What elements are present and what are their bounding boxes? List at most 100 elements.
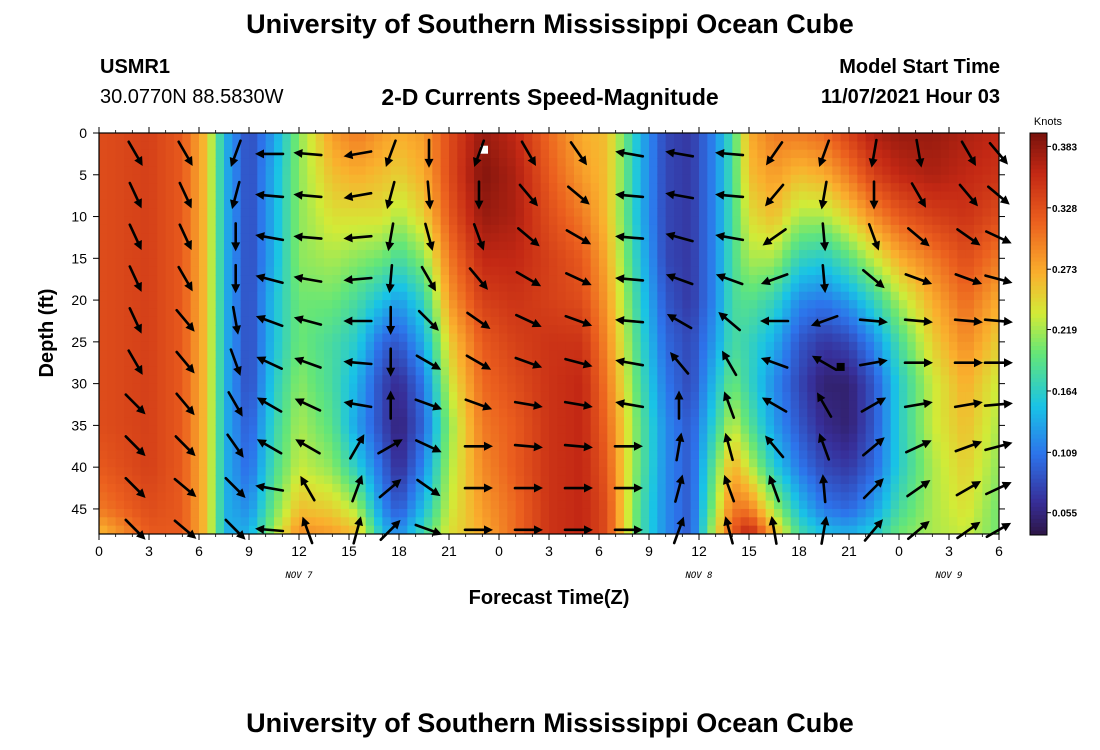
heatmap-cell (274, 174, 283, 184)
heatmap-cell (715, 341, 725, 351)
heatmap-cell (124, 383, 133, 393)
heatmap-cell (640, 133, 650, 142)
heatmap-cell (440, 341, 450, 351)
heatmap-cell (649, 208, 658, 218)
heatmap-cell (115, 383, 125, 393)
heatmap-cell (674, 249, 683, 259)
heatmap-cell (340, 400, 350, 410)
heatmap-cell (315, 492, 325, 502)
heatmap-cell (324, 417, 333, 426)
heatmap-cell (649, 174, 658, 184)
heatmap-cell (374, 475, 383, 485)
heatmap-cell (115, 291, 125, 301)
heatmap-cell (157, 283, 167, 293)
heatmap-cell (482, 450, 492, 460)
heatmap-cell (724, 458, 733, 468)
heatmap-cell (657, 525, 667, 534)
heatmap-cell (332, 199, 342, 209)
heatmap-cell (565, 133, 575, 142)
heatmap-cell (774, 241, 783, 251)
heatmap-cell (540, 316, 550, 326)
heatmap-cell (682, 425, 692, 435)
heatmap-cell (524, 208, 533, 218)
heatmap-cell (290, 341, 300, 351)
heatmap-cell (465, 475, 475, 485)
heatmap-cell (165, 166, 175, 176)
heatmap-cell (482, 133, 492, 142)
heatmap-cell (524, 308, 533, 318)
heatmap-cell (507, 400, 517, 410)
heatmap-cell (382, 383, 392, 393)
heatmap-cell (549, 266, 558, 276)
heatmap-cell (682, 224, 692, 234)
heatmap-cell (740, 191, 750, 201)
heatmap-cell (665, 500, 675, 510)
heatmap-cell (224, 291, 233, 301)
heatmap-cell (824, 433, 833, 443)
heatmap-cell (690, 383, 700, 393)
heatmap-cell (390, 258, 400, 268)
heatmap-cell (249, 391, 258, 401)
heatmap-cell (832, 325, 842, 335)
heatmap-cell (190, 208, 200, 218)
heatmap-cell (449, 325, 458, 335)
heatmap-cell (440, 174, 450, 184)
heatmap-cell (399, 283, 408, 293)
heatmap-cell (799, 350, 808, 360)
heatmap-cell (682, 458, 692, 468)
heatmap-cell (290, 208, 300, 218)
heatmap-cell (399, 224, 408, 234)
heatmap-cell (849, 308, 858, 318)
heatmap-cell (365, 525, 375, 534)
heatmap-cell (390, 166, 400, 176)
heatmap-cell (565, 233, 575, 243)
heatmap-cell (390, 275, 400, 284)
heatmap-cell (140, 291, 150, 301)
heatmap-cell (507, 500, 517, 510)
heatmap-cell (707, 475, 717, 485)
heatmap-cell (115, 467, 125, 477)
heatmap-cell (782, 400, 792, 410)
heatmap-cell (174, 149, 183, 159)
heatmap-cell (899, 158, 908, 168)
heatmap-cell (574, 283, 583, 293)
heatmap-cell (432, 149, 442, 159)
heatmap-cell (332, 458, 342, 468)
heatmap-cell (874, 133, 883, 142)
heatmap-cell (415, 149, 425, 159)
heatmap-cell (890, 517, 900, 527)
heatmap-cell (924, 333, 933, 343)
heatmap-cell (99, 249, 108, 259)
heatmap-cell (882, 283, 892, 293)
heatmap-cell (807, 166, 817, 176)
heatmap-cell (624, 417, 633, 426)
heatmap-cell (815, 383, 825, 393)
heatmap-cell (140, 425, 150, 435)
heatmap-cell (832, 141, 842, 151)
heatmap-cell (832, 233, 842, 243)
heatmap-cell (849, 208, 858, 218)
heatmap-cell (432, 417, 442, 426)
heatmap-cell (307, 375, 317, 385)
heatmap-cell (957, 350, 967, 360)
heatmap-cell (724, 450, 733, 460)
heatmap-cell (149, 141, 158, 151)
heatmap-cell (407, 417, 417, 426)
heatmap-cell (507, 249, 517, 259)
heatmap-cell (707, 350, 717, 360)
heatmap-cell (349, 300, 358, 310)
heatmap-cell (682, 475, 692, 485)
heatmap-cell (299, 358, 308, 368)
heatmap-cell (815, 408, 825, 418)
heatmap-cell (865, 483, 875, 493)
heatmap-cell (174, 383, 183, 393)
heatmap-cell (890, 191, 900, 201)
heatmap-cell (924, 483, 933, 493)
heatmap-cell (474, 375, 483, 385)
heatmap-cell (799, 208, 808, 218)
heatmap-cell (457, 400, 467, 410)
heatmap-cell (549, 341, 558, 351)
heatmap-cell (315, 283, 325, 293)
heatmap-cell (574, 425, 583, 435)
heatmap-cell (474, 517, 483, 527)
